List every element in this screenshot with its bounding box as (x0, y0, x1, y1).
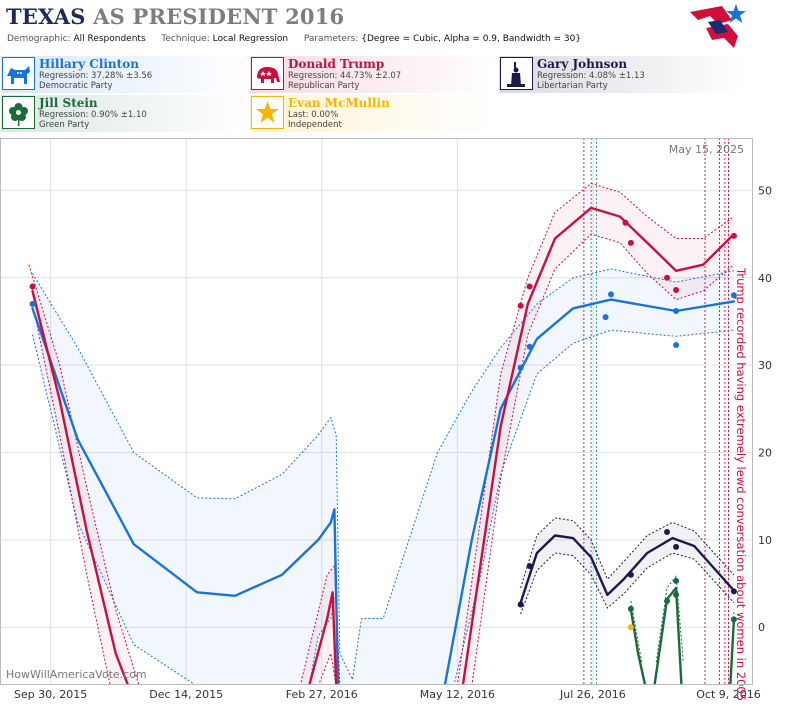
x-tick-label: Jul 26, 2016 (559, 688, 626, 701)
legend-entry-trump: Donald Trump Regression: 44.73% ±2.07 Re… (250, 56, 496, 93)
elephant-icon (251, 57, 284, 90)
statue-of-liberty-icon (500, 57, 533, 90)
lower-bound-line (35, 233, 735, 684)
flower-icon (2, 96, 35, 129)
legend-stat: Regression: 37.28% ±3.56 (39, 71, 153, 81)
data-point (664, 528, 671, 535)
parameters-label: Parameters: (303, 34, 359, 44)
legend-entry-clinton: Hillary Clinton Regression: 37.28% ±3.56… (1, 56, 247, 93)
legend-name: Jill Stein (39, 96, 98, 110)
data-point (664, 598, 671, 605)
data-point (627, 624, 634, 631)
data-point (673, 287, 680, 294)
series-line (31, 298, 736, 684)
demographic-label: Demographic: (7, 34, 71, 44)
legend-entry-mcmullin: Evan McMullin Last: 0.00% Independent (250, 95, 496, 132)
confidence-band (28, 183, 734, 684)
chart-area: 0 10 20 30 40 50 Sep 30, 2015 Dec 14, 2015 Feb 2… (0, 138, 772, 701)
y-tick-label: 0 (758, 621, 765, 634)
legend-party: Independent (288, 120, 342, 130)
data-point (517, 601, 524, 608)
title-rest: AS PRESIDENT 2016 (93, 4, 345, 29)
x-tick-label: May 12, 2016 (420, 688, 495, 701)
data-point (627, 571, 634, 578)
data-point (517, 302, 524, 309)
title-state: TEXAS (6, 4, 86, 29)
legend-party: Democratic Party (39, 81, 113, 91)
parameters-value: {Degree = Cubic, Alpha = 0.9, Bandwidth … (361, 34, 582, 44)
y-tick-label: 50 (758, 184, 772, 197)
legend-party: Green Party (39, 120, 90, 130)
legend-stat: Regression: 44.73% ±2.07 (288, 71, 402, 81)
data-point (526, 343, 533, 350)
y-tick-label: 40 (758, 272, 772, 285)
legend-stat: Last: 0.00% (288, 110, 339, 120)
data-point (673, 307, 680, 314)
technique-label: Technique: (161, 34, 210, 44)
demographic-value: All Respondents (73, 34, 146, 44)
legend-stat: Regression: 4.08% ±1.13 (537, 71, 645, 81)
legend-party: Libertarian Party (537, 81, 608, 91)
data-point (627, 239, 634, 246)
confidence-band (32, 269, 734, 684)
data-point (673, 591, 680, 598)
x-tick-label: Dec 14, 2015 (149, 688, 223, 701)
data-point (730, 616, 737, 623)
data-point (730, 232, 737, 239)
data-point (730, 292, 737, 299)
lower-bound-line (32, 329, 734, 684)
upper-bound-line (32, 268, 734, 682)
data-point (526, 563, 533, 570)
data-point (526, 283, 533, 290)
page-title: TEXAS AS PRESIDENT 2016 (6, 4, 344, 29)
event-annotation: Trump recorded having extremely lewd con… (734, 267, 748, 701)
star-icon (251, 96, 284, 129)
data-point (627, 605, 634, 612)
data-point (730, 588, 737, 595)
legend-name: Gary Johnson (537, 57, 628, 71)
data-point (673, 577, 680, 584)
x-tick-label: Feb 27, 2016 (286, 688, 358, 701)
x-tick-label: Oct 9, 2016 (696, 688, 761, 701)
data-point (664, 274, 671, 281)
lower-bound-line (520, 552, 735, 615)
data-point (29, 300, 36, 307)
upper-bound-line (630, 575, 735, 663)
confidence-band (520, 518, 734, 615)
series-line (519, 534, 736, 604)
data-point (602, 314, 609, 321)
watermark: HowWillAmericaVote.com (6, 668, 147, 681)
technique-value: Local Regression (212, 34, 289, 44)
parameters-line: Demographic: All Respondents Technique: … (7, 34, 581, 44)
x-tick-label: Sep 30, 2015 (14, 688, 87, 701)
y-tick-label: 20 (758, 446, 772, 459)
date-label: May 15, 2025 (669, 143, 744, 156)
legend-stat: Regression: 0.90% ±1.10 (39, 110, 147, 120)
data-point (673, 543, 680, 550)
data-point (673, 342, 680, 349)
legend-name: Donald Trump (288, 57, 385, 71)
legend-party: Republican Party (288, 81, 360, 91)
legend-name: Evan McMullin (288, 96, 390, 110)
data-point (29, 283, 36, 290)
y-tick-label: 30 (758, 359, 772, 372)
legend-entry-johnson: Gary Johnson Regression: 4.08% ±1.13 Lib… (499, 56, 745, 93)
data-point (622, 219, 629, 226)
legend-entry-stein: Jill Stein Regression: 0.90% ±1.10 Green… (1, 95, 247, 132)
y-tick-label: 10 (758, 534, 772, 547)
plot-frame (0, 138, 753, 685)
series-line (629, 586, 736, 684)
donkey-icon (2, 57, 35, 90)
site-logo-icon (690, 4, 746, 48)
data-point (517, 364, 524, 371)
series-line (31, 206, 736, 684)
legend-name: Hillary Clinton (39, 57, 139, 71)
data-point (608, 291, 614, 298)
